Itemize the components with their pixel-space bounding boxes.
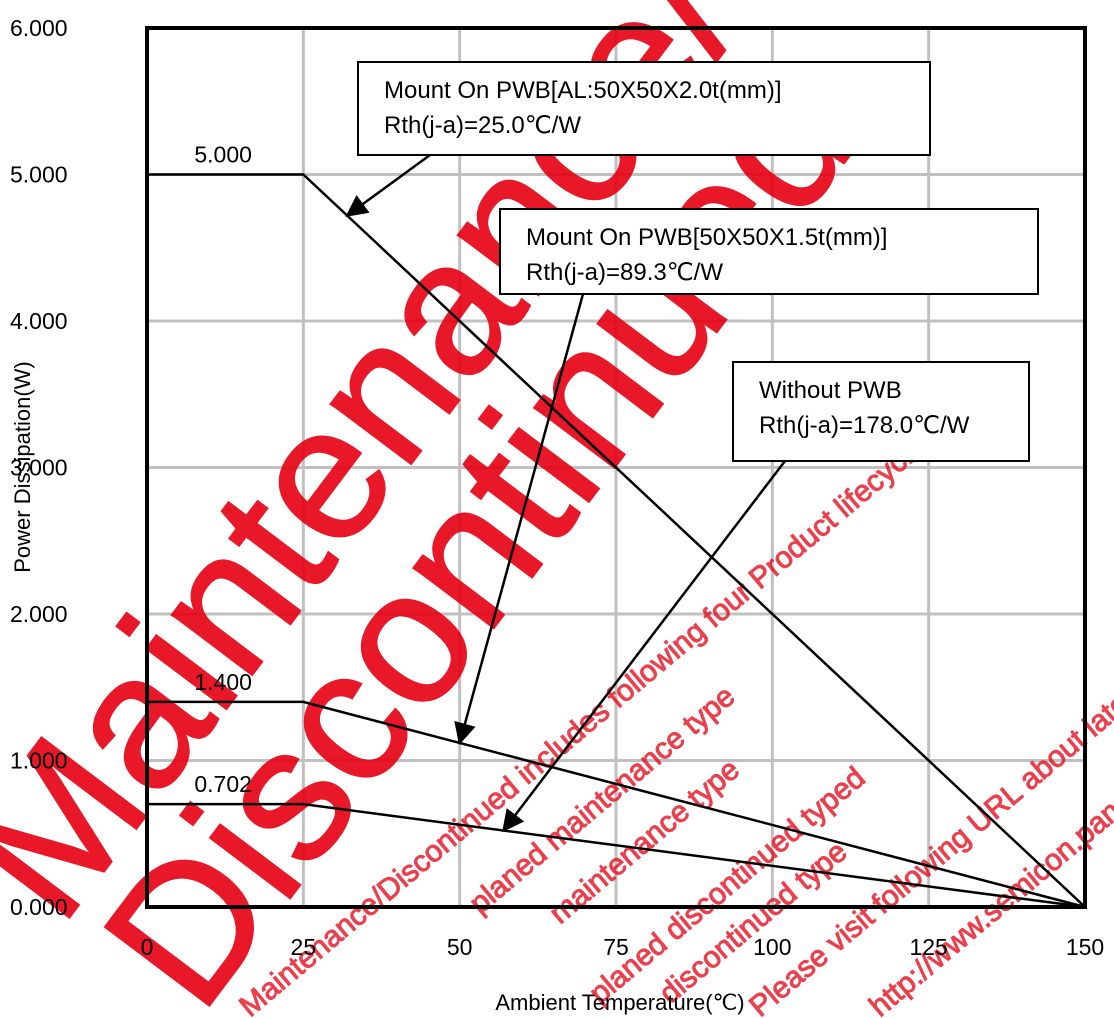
y-tick-label: 3.000 [10, 455, 68, 481]
y-tick-label: 1.000 [10, 748, 68, 774]
y-tick-label: 2.000 [10, 601, 68, 627]
plot-frame [145, 26, 1087, 909]
annotation-arrow [502, 460, 786, 833]
annotation-text: Rth(j-a)=25.0℃/W [384, 112, 581, 139]
y-tick-label: 4.000 [10, 308, 68, 334]
annotation-text: Rth(j-a)=178.0℃/W [759, 412, 970, 439]
annotation-box [499, 208, 1039, 295]
y-tick-label: 0.000 [10, 894, 68, 920]
x-axis-title: Ambient Temperature(℃) [495, 990, 744, 1015]
x-tick-label: 50 [447, 934, 473, 960]
data-labels: 5.000 1.400 0.702 [194, 142, 252, 798]
annotation-callout: Without PWB Rth(j-a)=178.0℃/W [502, 361, 1030, 833]
x-tick-label: 150 [1066, 934, 1104, 960]
annotation-arrow [454, 293, 585, 746]
data-label: 1.400 [194, 669, 252, 695]
series-line [147, 802, 1086, 909]
annotation-box [732, 361, 1030, 462]
annotation-callout: Mount On PWB[50X50X1.5t(mm)] Rth(j-a)=89.… [454, 208, 1039, 746]
data-label: 0.702 [194, 771, 252, 797]
series-line [147, 173, 1086, 908]
x-tick-label: 0 [141, 934, 154, 960]
y-tick-label: 5.000 [10, 162, 68, 188]
y-axis-title: Power Dissipation(W) [10, 361, 35, 573]
y-tick-labels: 0.000 1.000 2.000 3.000 4.000 5.000 6.000 [10, 15, 68, 920]
annotation-callout: Mount On PWB[AL:50X50X2.0t(mm)] Rth(j-a)=… [345, 61, 931, 217]
annotations: Mount On PWB[AL:50X50X2.0t(mm)] Rth(j-a)=… [345, 61, 1039, 833]
annotation-arrow [345, 153, 431, 217]
annotation-text: Without PWB [759, 377, 902, 404]
x-tick-labels: 0 25 50 75 100 125 150 [141, 934, 1105, 960]
series-line [147, 700, 1086, 909]
annotation-text: Mount On PWB[50X50X1.5t(mm)] [526, 224, 887, 251]
x-tick-label: 125 [909, 934, 947, 960]
x-tick-label: 100 [753, 934, 791, 960]
data-label: 5.000 [194, 142, 252, 168]
annotation-box [357, 61, 931, 156]
x-tick-label: 25 [291, 934, 317, 960]
series-lines [147, 173, 1086, 909]
x-tick-label: 75 [603, 934, 629, 960]
annotation-text: Mount On PWB[AL:50X50X2.0t(mm)] [384, 77, 782, 104]
y-tick-label: 6.000 [10, 15, 68, 41]
annotation-text: Rth(j-a)=89.3℃/W [526, 259, 723, 286]
